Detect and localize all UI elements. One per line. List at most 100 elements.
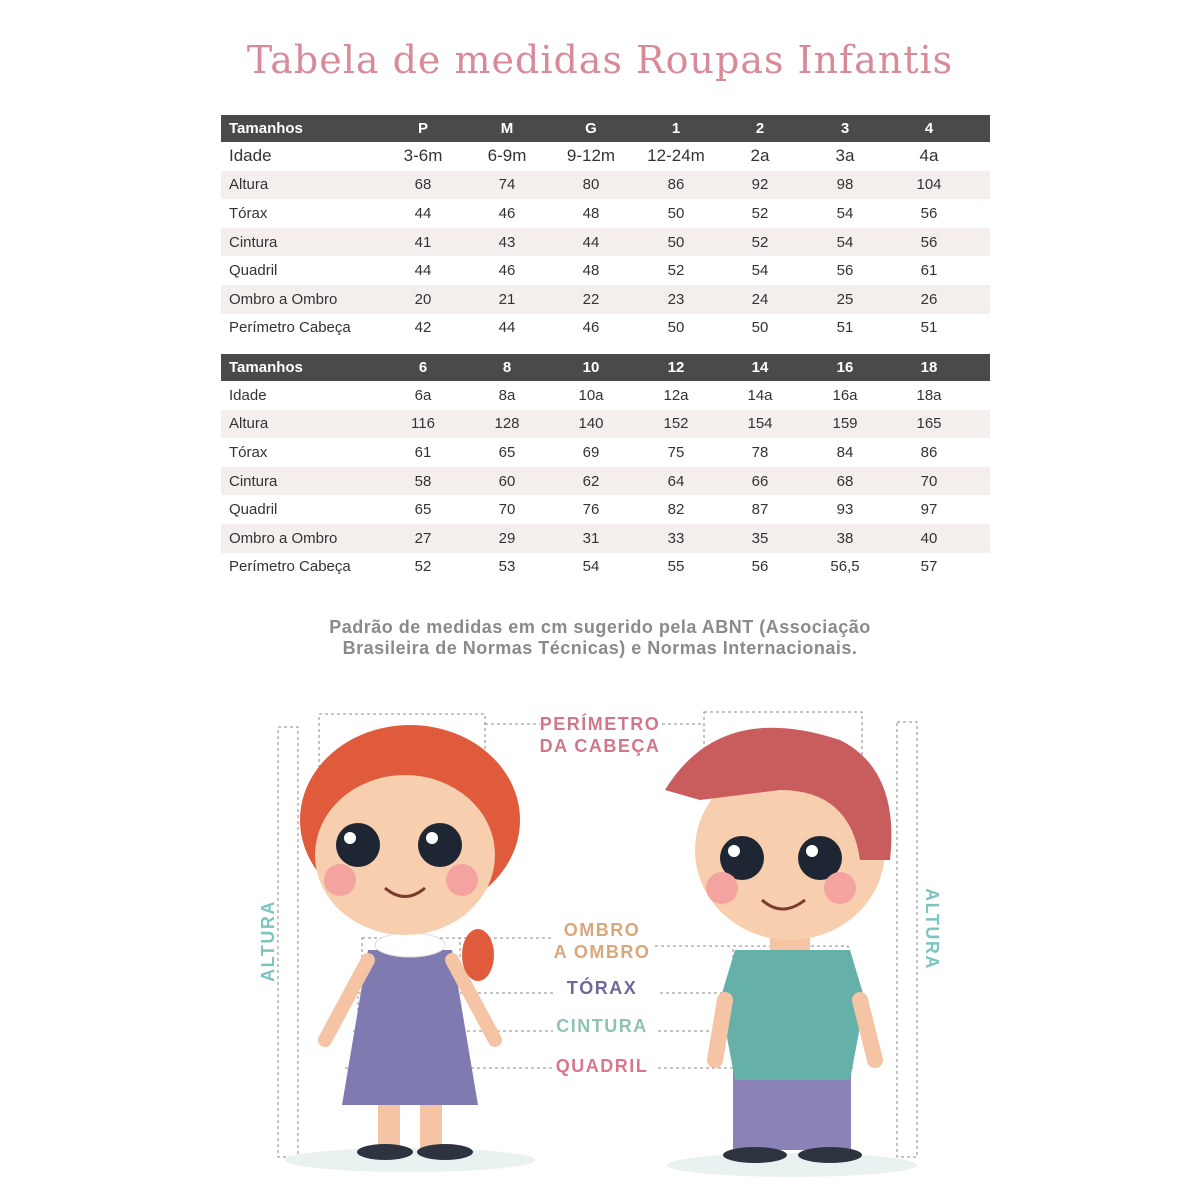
cell-value: 2a: [750, 146, 770, 166]
size-header: 16: [836, 359, 854, 376]
cell-value: 82: [667, 501, 685, 519]
cell-value: 50: [667, 319, 685, 337]
cell-value: 56: [920, 233, 938, 251]
cell-value: 29: [498, 529, 516, 547]
cell-value: 62: [582, 472, 600, 490]
cell-value: 35: [751, 529, 769, 547]
height-label-left: ALTURA: [258, 900, 278, 982]
row-label: Altura: [229, 415, 269, 433]
cell-value: 65: [498, 443, 516, 461]
cell-value: 24: [751, 290, 769, 308]
cell-value: 68: [836, 472, 854, 490]
table-row: Ombro a Ombro 20 21 22 23 24 25 26: [221, 284, 990, 314]
cell-value: 8a: [498, 386, 516, 404]
page-title: Tabela de medidas Roupas Infantis: [246, 38, 954, 82]
cell-value: 61: [414, 443, 432, 461]
size-table-large: Tamanhos 6 8 10 12 14 16 18 Idade 6a 8a 10a 12a 14a 16…: [221, 354, 990, 581]
head-label-line-2: DA CABEÇA: [539, 736, 661, 756]
cell-value: 54: [751, 262, 769, 280]
cell-value: 52: [751, 233, 769, 251]
cell-value: 78: [751, 443, 769, 461]
row-label: Cintura: [229, 472, 278, 490]
cell-value: 51: [920, 319, 938, 337]
cell-value: 84: [836, 443, 854, 461]
cell-value: 70: [920, 472, 938, 490]
cell-value: 50: [667, 233, 685, 251]
cell-value: 51: [836, 319, 854, 337]
cell-value: 44: [414, 204, 432, 222]
table-row: Tórax 44 46 48 50 52 54 56: [221, 199, 990, 228]
cell-value: 116: [411, 415, 435, 433]
table-row: Idade 6a 8a 10a 12a 14a 16a 18a: [221, 381, 990, 410]
cell-value: 55: [667, 558, 685, 576]
size-header: 18: [920, 359, 938, 376]
table-header-row: Tamanhos P M G 1 2 3 4: [221, 115, 990, 142]
row-label: Ombro a Ombro: [229, 529, 338, 547]
cell-value: 97: [920, 501, 938, 519]
row-label: Tórax: [229, 443, 268, 461]
cell-value: 50: [751, 319, 769, 337]
cell-value: 66: [751, 472, 769, 490]
cell-value: 21: [498, 290, 516, 308]
cell-value: 56: [836, 262, 854, 280]
cell-value: 48: [582, 204, 600, 222]
cell-value: 6-9m: [487, 146, 527, 166]
cell-value: 140: [578, 415, 604, 433]
table-row: Quadril 65 70 76 82 87 93 97: [221, 495, 990, 524]
table-row: Idade 3-6m 6-9m 9-12m 12-24m 2a 3a 4a: [221, 142, 990, 171]
cell-value: 27: [414, 529, 432, 547]
cell-value: 26: [920, 290, 938, 308]
cell-value: 87: [751, 501, 769, 519]
table-row: Cintura 58 60 62 64 66 68 70: [221, 466, 990, 496]
cell-value: 52: [667, 262, 685, 280]
measurement-note: Padrão de medidas em cm sugerido pela AB…: [0, 617, 1200, 659]
cell-value: 22: [582, 290, 600, 308]
note-line-1: Padrão de medidas em cm sugerido pela AB…: [329, 617, 871, 637]
cell-value: 38: [836, 529, 854, 547]
row-label: Quadril: [229, 262, 278, 280]
cell-value: 58: [414, 472, 432, 490]
head-perimeter-label: PERÍMETRO DA CABEÇA: [530, 713, 670, 757]
row-label: Quadril: [229, 501, 278, 519]
cell-value: 159: [832, 415, 858, 433]
cell-value: 86: [667, 176, 685, 194]
row-label: Ombro a Ombro: [229, 290, 338, 308]
cell-value: 70: [498, 501, 516, 519]
cell-value: 80: [582, 176, 600, 194]
size-header: G: [585, 120, 597, 137]
cell-value: 69: [582, 443, 600, 461]
size-header: P: [417, 120, 428, 137]
waist-label: CINTURA: [556, 1016, 648, 1036]
row-label: Perímetro Cabeça: [229, 319, 351, 337]
height-label-right: ALTURA: [922, 888, 942, 970]
row-label: Altura: [229, 176, 269, 194]
cell-value: 44: [582, 233, 600, 251]
cell-value: 18a: [916, 386, 942, 404]
cell-value: 56,5: [830, 558, 860, 576]
cell-value: 41: [414, 233, 432, 251]
size-header: 8: [502, 359, 512, 376]
cell-value: 46: [498, 262, 516, 280]
cell-value: 76: [582, 501, 600, 519]
cell-value: 3-6m: [403, 146, 443, 166]
cell-value: 12-24m: [647, 146, 705, 166]
row-label: Perímetro Cabeça: [229, 558, 351, 576]
table-row: Altura 116 128 140 152 154 159 165: [221, 409, 990, 439]
cell-value: 98: [836, 176, 854, 194]
table-row: Ombro a Ombro 27 29 31 33 35 38 40: [221, 523, 990, 553]
cell-value: 75: [667, 443, 685, 461]
size-header: 2: [755, 120, 765, 137]
cell-value: 43: [498, 233, 516, 251]
cell-value: 104: [916, 176, 942, 194]
cell-value: 25: [836, 290, 854, 308]
size-header: 14: [751, 359, 769, 376]
cell-value: 6a: [414, 386, 432, 404]
cell-value: 165: [916, 415, 942, 433]
table-row: Altura 68 74 80 86 92 98 104: [221, 170, 990, 200]
cell-value: 31: [582, 529, 600, 547]
cell-value: 46: [582, 319, 600, 337]
cell-value: 33: [667, 529, 685, 547]
cell-value: 9-12m: [566, 146, 616, 166]
cell-value: 56: [920, 204, 938, 222]
